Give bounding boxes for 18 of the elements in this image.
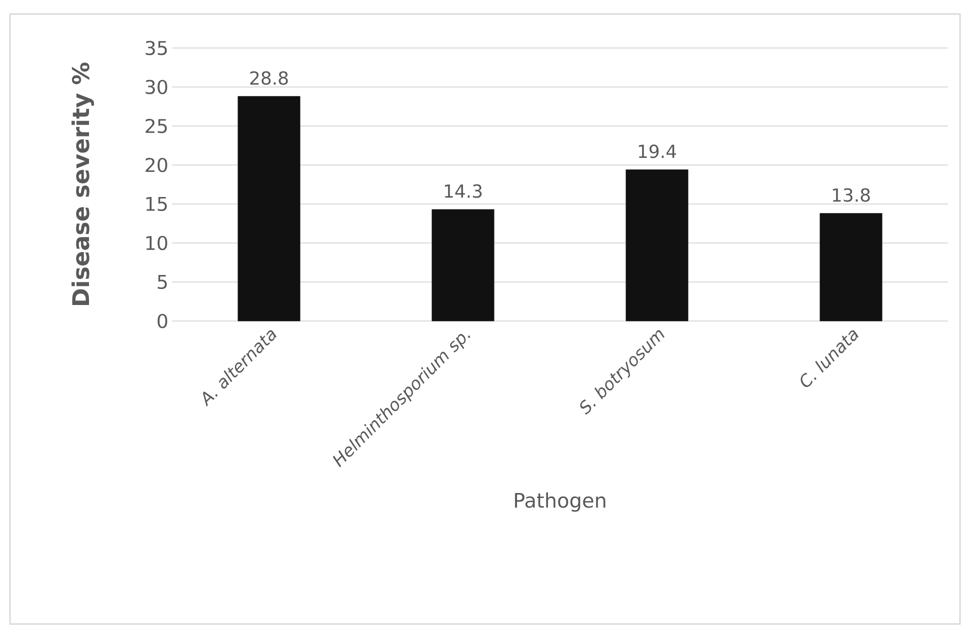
- y-axis-title: Disease severity %: [72, 62, 94, 305]
- data-label: 28.8: [250, 71, 288, 85]
- data-label: 13.8: [832, 188, 870, 202]
- bar: [820, 213, 882, 322]
- bar: [238, 96, 300, 322]
- data-label: 14.3: [444, 184, 482, 198]
- y-tick-label: 35: [146, 40, 167, 56]
- bar: [432, 209, 494, 322]
- x-axis-title: Pathogen: [515, 492, 606, 512]
- y-tick-label: 25: [146, 118, 167, 134]
- bar: [626, 169, 688, 322]
- y-tick-label: 20: [146, 158, 168, 172]
- y-tick-label: 15: [146, 196, 167, 212]
- y-tick-label: 10: [146, 236, 168, 250]
- y-tick-label: 5: [158, 274, 167, 290]
- y-tick-label: 30: [146, 80, 168, 94]
- data-label: 19.4: [638, 144, 676, 158]
- y-tick-label: 0: [158, 314, 168, 328]
